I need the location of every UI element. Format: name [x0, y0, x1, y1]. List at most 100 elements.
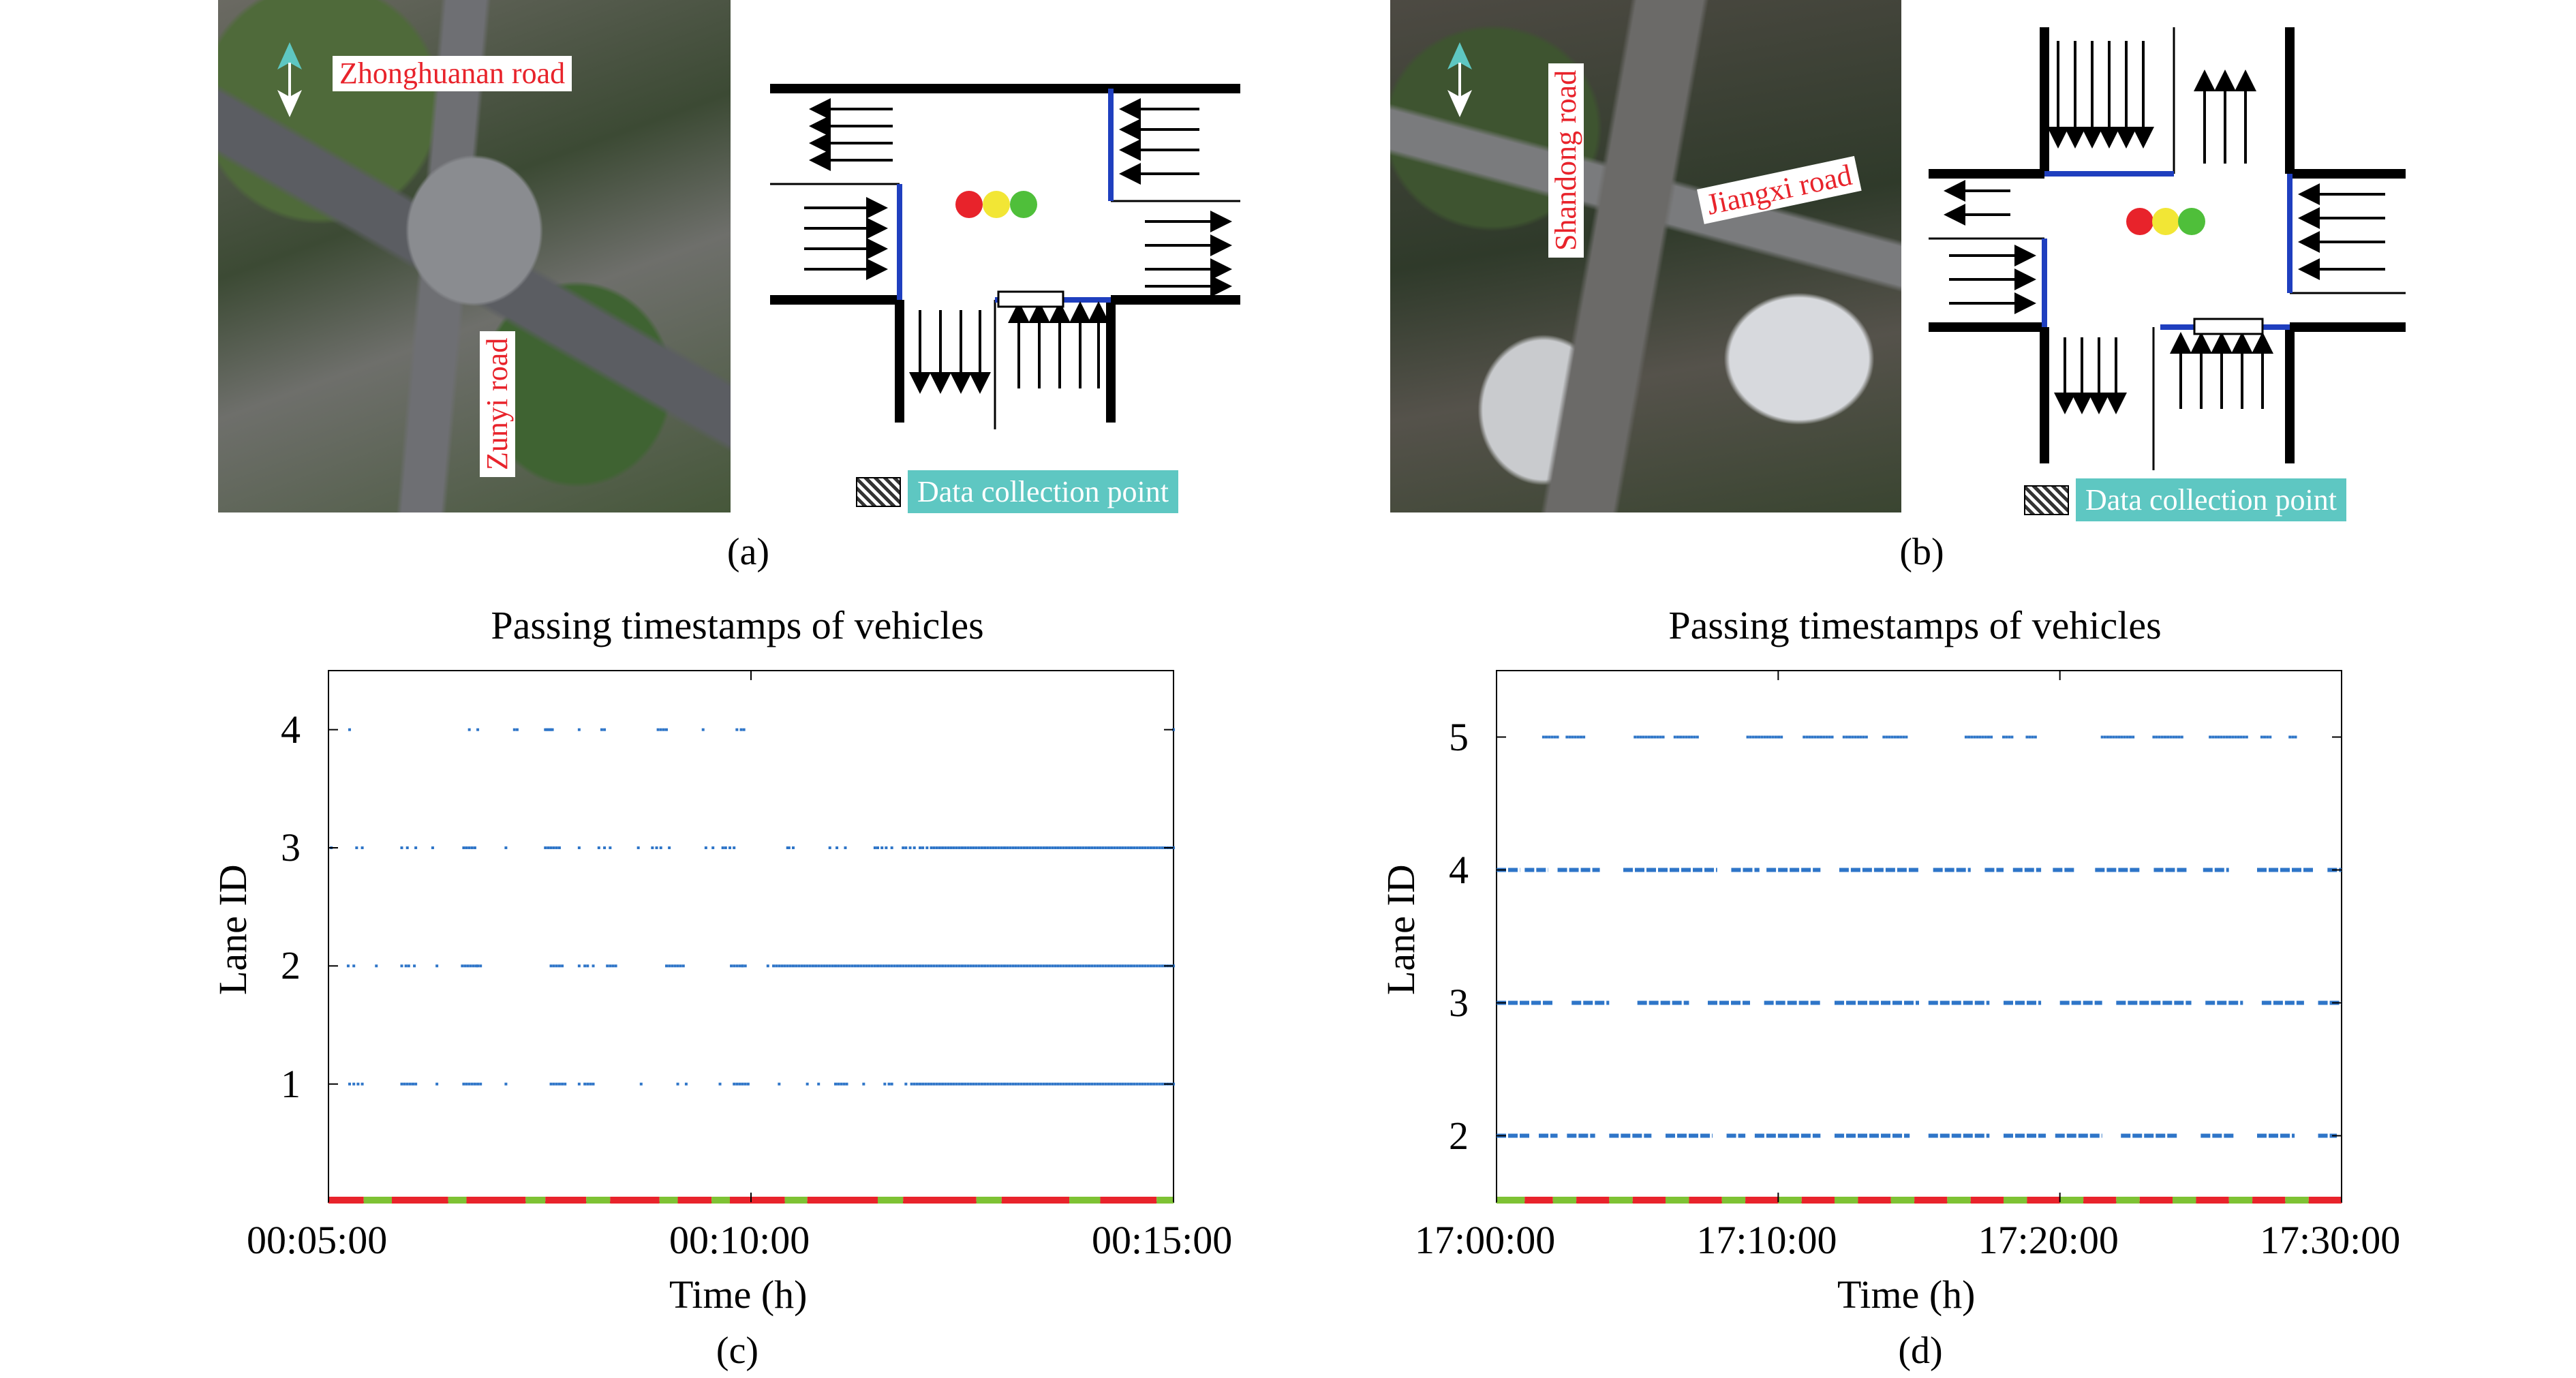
legend-b: Data collection point — [2024, 478, 2346, 521]
data-point — [1138, 1082, 1141, 1086]
data-point — [463, 964, 467, 968]
data-point — [908, 846, 912, 849]
data-point — [1006, 964, 1009, 968]
data-point — [651, 846, 654, 849]
data-point — [786, 846, 789, 849]
data-point — [2028, 735, 2031, 739]
data-point — [1034, 846, 1037, 849]
data-point — [1090, 964, 1094, 968]
data-point — [1580, 735, 1582, 739]
y-tick-label: 5 — [1449, 714, 1469, 759]
data-point — [862, 1082, 865, 1086]
data-point — [1144, 846, 1147, 849]
data-point — [676, 964, 679, 968]
data-point — [413, 964, 416, 968]
data-point — [966, 846, 970, 849]
data-collection-point-swatch — [2024, 485, 2069, 515]
data-point — [840, 964, 843, 968]
data-point — [1107, 846, 1110, 849]
data-point — [2217, 735, 2220, 739]
data-point — [1037, 964, 1040, 968]
data-point — [1019, 1082, 1023, 1086]
data-point — [2263, 735, 2267, 739]
legend-label-b: Data collection point — [2076, 478, 2346, 521]
data-point — [944, 846, 947, 849]
data-point — [1144, 1082, 1147, 1086]
data-point — [2177, 735, 2181, 739]
data-point — [957, 964, 961, 968]
data-point — [964, 964, 967, 968]
data-point — [718, 1082, 722, 1086]
data-point — [1019, 964, 1023, 968]
data-point — [1110, 1082, 1114, 1086]
data-point — [831, 964, 834, 968]
data-point — [1984, 735, 1987, 739]
data-point — [964, 846, 967, 849]
data-point — [1076, 1082, 1079, 1086]
data-point — [925, 846, 929, 849]
data-point — [1126, 964, 1130, 968]
data-point — [467, 1082, 471, 1086]
data-point — [544, 728, 547, 731]
data-point — [1981, 735, 1984, 739]
data-point — [778, 1082, 781, 1086]
data-point — [913, 964, 916, 968]
data-point — [1068, 846, 1071, 849]
data-point — [2008, 735, 2011, 739]
data-point — [1659, 735, 1662, 739]
data-point — [1104, 1082, 1107, 1086]
data-point — [404, 964, 408, 968]
data-point — [639, 1082, 643, 1086]
data-point — [904, 1082, 908, 1086]
data-point — [1820, 735, 1823, 739]
data-point — [361, 1082, 364, 1086]
data-point — [1565, 735, 1569, 739]
data-point — [1746, 735, 1749, 739]
data-point — [2211, 735, 2215, 739]
data-point — [1138, 846, 1141, 849]
data-point — [555, 846, 558, 849]
data-point — [606, 964, 609, 968]
data-point — [1121, 1082, 1124, 1086]
data-point — [1808, 735, 1811, 739]
data-point — [346, 964, 350, 968]
y-tick-label: 2 — [281, 943, 301, 988]
data-point — [1088, 964, 1090, 968]
data-point — [2010, 735, 2014, 739]
data-point — [1096, 964, 1099, 968]
data-point — [924, 1082, 927, 1086]
panel-label-d: (d) — [1898, 1330, 1943, 1372]
data-point — [780, 964, 784, 968]
data-point — [1113, 964, 1116, 968]
data-point — [1693, 735, 1696, 739]
data-point — [938, 964, 941, 968]
data-point — [2132, 735, 2135, 739]
data-point — [885, 846, 888, 849]
data-point — [609, 846, 612, 849]
data-point — [1104, 846, 1107, 849]
data-point — [1118, 846, 1122, 849]
data-point — [2166, 735, 2170, 739]
data-point — [1888, 735, 1891, 739]
data-point — [1766, 735, 1769, 739]
data-point — [547, 728, 550, 731]
data-point — [1905, 735, 1908, 739]
data-point — [1990, 735, 1993, 739]
data-point — [975, 1082, 978, 1086]
data-point — [969, 846, 972, 849]
data-point — [1079, 846, 1082, 849]
data-point — [792, 964, 795, 968]
data-point — [844, 846, 847, 849]
data-point — [885, 964, 888, 968]
data-point — [1003, 964, 1006, 968]
data-point — [1893, 735, 1897, 739]
y-tick-label: 2 — [1449, 1113, 1469, 1158]
data-point — [870, 964, 874, 968]
data-point — [1679, 735, 1683, 739]
data-point — [681, 964, 685, 968]
data-point — [1751, 735, 1755, 739]
data-point — [1022, 964, 1026, 968]
y-axis-label-d: Lane ID — [1379, 864, 1423, 995]
data-point — [465, 1082, 468, 1086]
data-point — [1987, 735, 1990, 739]
